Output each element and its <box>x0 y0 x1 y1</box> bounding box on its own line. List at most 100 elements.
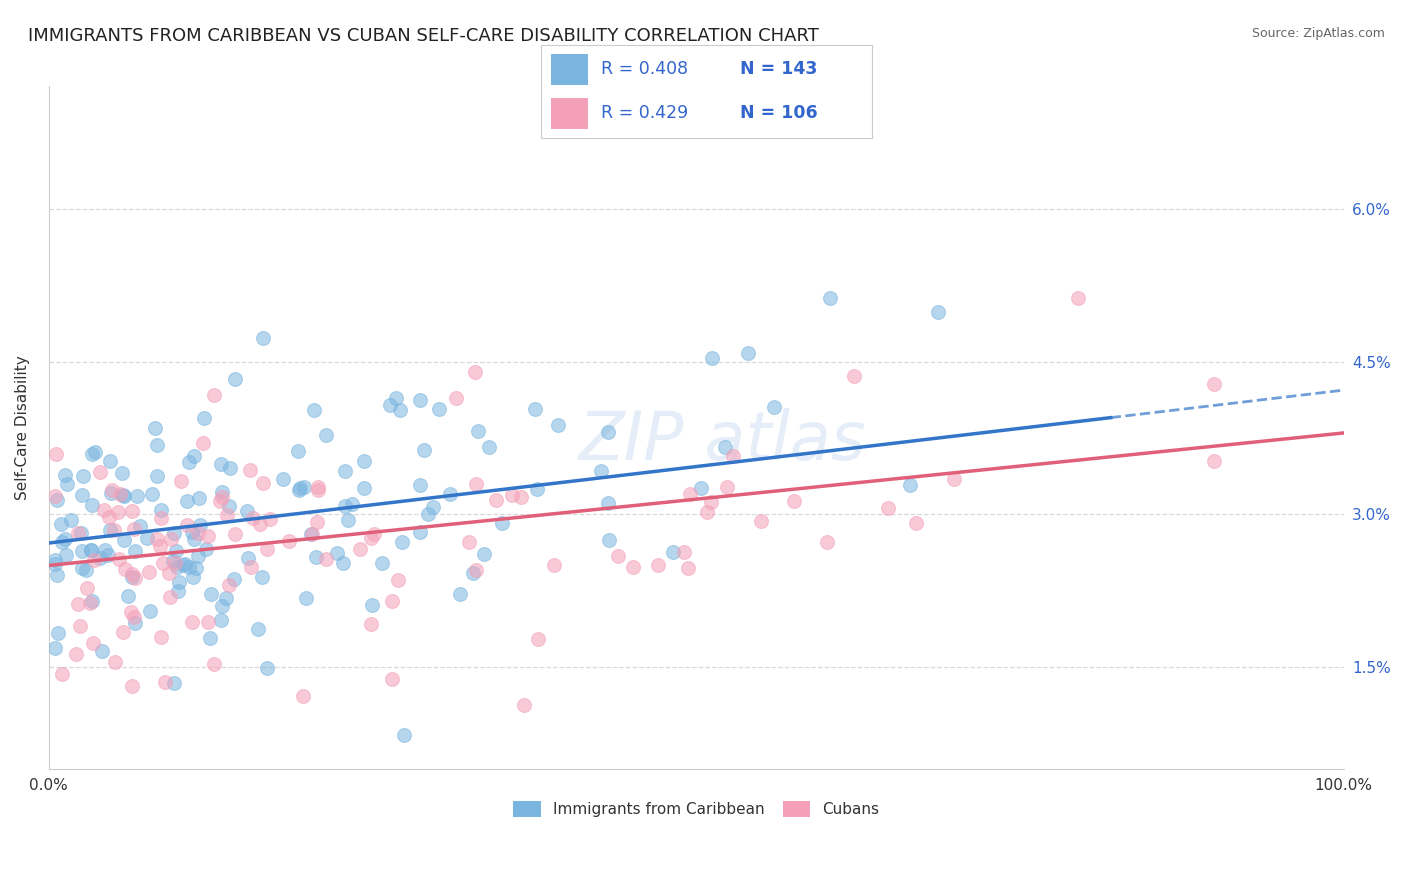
Point <box>337 512 360 526</box>
Text: R = 0.429: R = 0.429 <box>600 104 688 122</box>
Point <box>157 566 180 581</box>
Point <box>679 487 702 501</box>
Point <box>1067 291 1090 305</box>
Point <box>48 625 70 640</box>
Point <box>278 534 301 549</box>
Point <box>219 461 242 475</box>
Point <box>491 516 513 530</box>
Point <box>114 562 136 576</box>
Point <box>413 443 436 458</box>
Point <box>224 572 246 586</box>
Point <box>326 546 349 560</box>
Point <box>46 568 69 582</box>
Point <box>737 345 759 359</box>
Point <box>315 427 337 442</box>
Text: R = 0.408: R = 0.408 <box>600 60 688 78</box>
Point <box>353 454 375 468</box>
Point <box>596 496 619 510</box>
Point <box>165 544 187 558</box>
Point <box>589 464 612 478</box>
Point <box>385 391 408 405</box>
Point <box>249 516 271 531</box>
Point <box>598 533 620 548</box>
Point <box>238 462 260 476</box>
Point <box>696 505 718 519</box>
Point <box>166 559 188 574</box>
Point <box>607 549 630 563</box>
Point <box>842 368 865 383</box>
Point <box>202 388 225 402</box>
Point <box>647 558 669 573</box>
Point <box>378 398 401 412</box>
Point <box>167 574 190 589</box>
Point <box>51 667 73 681</box>
Point <box>145 438 167 452</box>
Point <box>783 493 806 508</box>
Point <box>125 489 148 503</box>
Point <box>467 424 489 438</box>
Point <box>152 557 174 571</box>
Point <box>183 450 205 464</box>
Point <box>65 647 87 661</box>
Point <box>723 449 745 463</box>
Point <box>103 655 125 669</box>
Point <box>333 499 356 513</box>
Point <box>101 483 124 498</box>
Point <box>371 556 394 570</box>
Point <box>292 690 315 704</box>
Point <box>596 425 619 439</box>
Text: Source: ZipAtlas.com: Source: ZipAtlas.com <box>1251 27 1385 40</box>
Point <box>661 545 683 559</box>
Point <box>72 469 94 483</box>
Point <box>163 676 186 690</box>
Point <box>89 465 111 479</box>
Point <box>353 481 375 495</box>
Point <box>464 477 486 491</box>
Point <box>485 492 508 507</box>
Point <box>714 441 737 455</box>
Point <box>361 598 384 612</box>
Point <box>141 487 163 501</box>
Point <box>439 487 461 501</box>
Point <box>167 583 190 598</box>
Point <box>100 486 122 500</box>
Point <box>418 507 440 521</box>
Point <box>271 472 294 486</box>
Text: ZIP atlas: ZIP atlas <box>578 409 866 475</box>
Point <box>173 558 195 572</box>
Point <box>197 529 219 543</box>
Point <box>224 372 246 386</box>
Point <box>197 615 219 629</box>
Point <box>82 636 104 650</box>
Point <box>690 481 713 495</box>
Point <box>124 610 146 624</box>
Point <box>195 542 218 557</box>
Point <box>363 527 385 541</box>
Point <box>449 586 471 600</box>
Point <box>177 560 200 574</box>
Point <box>236 504 259 518</box>
Point <box>44 489 66 503</box>
Point <box>103 523 125 537</box>
Point <box>163 525 186 540</box>
Point <box>70 561 93 575</box>
Point <box>211 599 233 614</box>
Point <box>457 535 479 549</box>
Point <box>124 544 146 558</box>
Point <box>302 403 325 417</box>
Point <box>69 619 91 633</box>
Point <box>209 494 232 508</box>
Point <box>1204 376 1226 391</box>
Point <box>112 488 135 502</box>
Point <box>91 644 114 658</box>
Point <box>60 513 83 527</box>
Point <box>146 532 169 546</box>
Point <box>749 514 772 528</box>
Point <box>80 594 103 608</box>
Point <box>53 468 76 483</box>
Point <box>876 501 898 516</box>
Point <box>121 570 143 584</box>
Legend: Immigrants from Caribbean, Cubans: Immigrants from Caribbean, Cubans <box>508 795 886 823</box>
Point <box>763 400 786 414</box>
Point <box>110 466 132 480</box>
